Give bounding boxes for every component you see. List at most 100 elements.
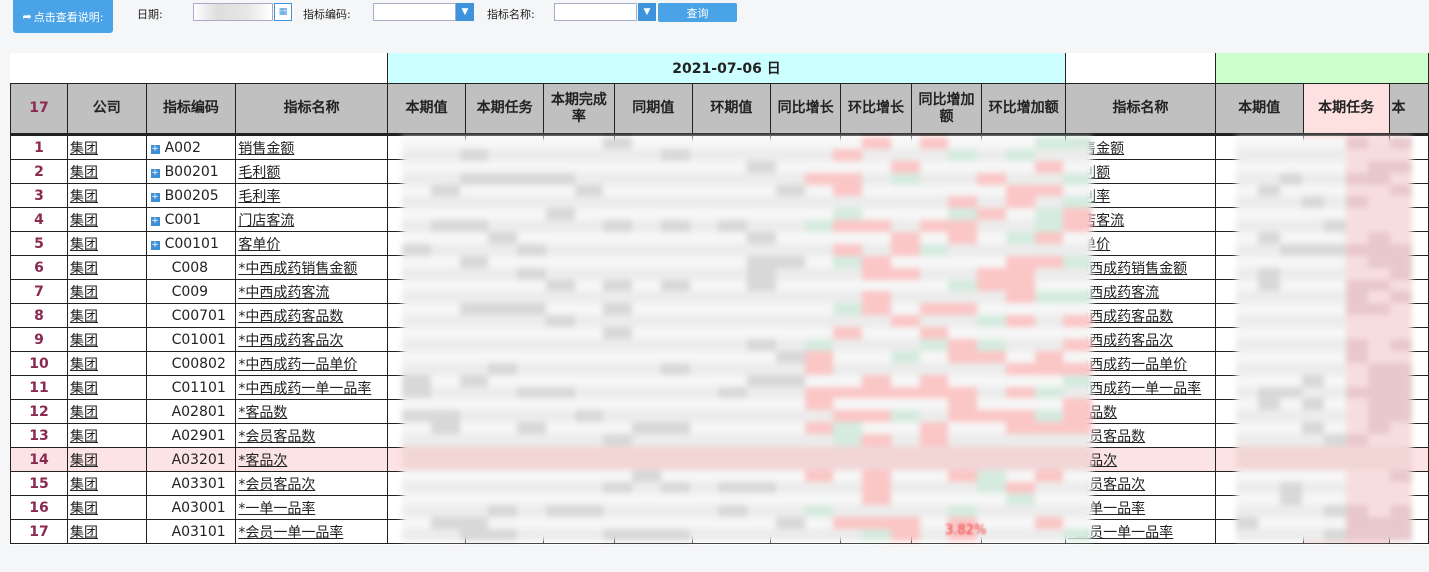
- company-link[interactable]: 集团: [66, 471, 147, 496]
- blur-block: [574, 291, 604, 304]
- column-header[interactable]: 环比增加额: [981, 83, 1067, 136]
- company-link[interactable]: 集团: [66, 183, 147, 208]
- company-link[interactable]: 集团: [66, 495, 147, 520]
- blur-block: [862, 386, 891, 399]
- blur-block: [545, 445, 575, 458]
- code-select[interactable]: [373, 3, 456, 21]
- column-header[interactable]: 环期值: [691, 83, 771, 136]
- blur-block: [1034, 350, 1064, 363]
- company-link[interactable]: 集团: [66, 231, 147, 256]
- blur-block: [1324, 398, 1346, 411]
- expand-icon[interactable]: +: [150, 143, 160, 154]
- name-link[interactable]: *中西成药客品次: [235, 327, 388, 352]
- blur-block: [660, 445, 690, 458]
- column-header[interactable]: 指标名称: [1065, 83, 1216, 136]
- name-link[interactable]: *会员客品次: [235, 471, 388, 496]
- column-header[interactable]: 本期完成率: [543, 83, 615, 136]
- blur-block: [1005, 469, 1035, 482]
- blur-block: [1280, 327, 1302, 339]
- blur-block: [1034, 434, 1064, 446]
- company-link[interactable]: 集团: [66, 375, 147, 400]
- blur-block: [430, 232, 460, 244]
- company-link[interactable]: 集团: [66, 303, 147, 328]
- name-link[interactable]: 毛利率: [235, 183, 388, 208]
- blur-block: [890, 208, 920, 221]
- blur-block: [1063, 232, 1092, 244]
- date-input[interactable]: [193, 3, 273, 21]
- blur-block: [775, 184, 805, 197]
- column-header[interactable]: 同期值: [613, 83, 693, 136]
- name-link[interactable]: *中西成药客品数: [235, 303, 388, 328]
- company-link[interactable]: 集团: [66, 399, 147, 424]
- blur-block: [948, 338, 977, 351]
- help-button[interactable]: ➦ 点击查看说明:: [13, 0, 113, 33]
- name-link[interactable]: 销售金额: [235, 134, 388, 160]
- blur-block: [545, 410, 575, 423]
- expand-icon[interactable]: +: [150, 167, 160, 178]
- name-link[interactable]: *中西成药销售金额: [235, 255, 388, 280]
- name-link[interactable]: *会员客品数: [235, 423, 388, 448]
- blur-block: [804, 208, 834, 221]
- column-header[interactable]: 同比增加额: [910, 83, 983, 136]
- blur-block: [574, 493, 604, 506]
- name-link[interactable]: *中西成药一单一品率: [235, 375, 388, 400]
- blur-block: [488, 196, 517, 209]
- name-link[interactable]: 门店客流: [235, 207, 388, 232]
- column-header[interactable]: 本期任务: [1302, 83, 1390, 136]
- column-header[interactable]: 公司: [66, 83, 147, 136]
- blur-block: [804, 184, 834, 197]
- column-header[interactable]: 本: [1388, 83, 1429, 136]
- expand-icon[interactable]: +: [150, 239, 160, 250]
- company-link[interactable]: 集团: [66, 255, 147, 280]
- blur-block: [1005, 291, 1035, 304]
- column-header[interactable]: 指标名称: [235, 83, 388, 136]
- blur-block: [833, 172, 862, 185]
- blur-block: [948, 291, 977, 304]
- company-link[interactable]: 集团: [66, 447, 147, 472]
- blur-block: [632, 243, 661, 256]
- column-header[interactable]: 同比增长: [769, 83, 842, 136]
- blur-block: [1258, 505, 1280, 518]
- name-link[interactable]: *客品数: [235, 399, 388, 424]
- name-select[interactable]: [554, 3, 637, 21]
- name-link[interactable]: *中西成药客流: [235, 279, 388, 304]
- blur-block: [747, 422, 776, 435]
- name-link[interactable]: 客单价: [235, 231, 388, 256]
- company-link[interactable]: 集团: [66, 159, 147, 184]
- column-header[interactable]: 本期任务: [465, 83, 545, 136]
- expand-icon[interactable]: +: [150, 215, 160, 226]
- company-link[interactable]: 集团: [66, 207, 147, 232]
- blur-block: [775, 434, 805, 446]
- expand-icon[interactable]: +: [150, 191, 160, 202]
- blur-block: [718, 303, 747, 316]
- name-link[interactable]: *会员一单一品率: [235, 519, 388, 544]
- company-link[interactable]: 集团: [66, 279, 147, 304]
- company-link[interactable]: 集团: [66, 327, 147, 352]
- column-header[interactable]: 本期值: [1214, 83, 1304, 136]
- company-link[interactable]: 集团: [66, 351, 147, 376]
- blur-block: [919, 374, 949, 387]
- column-header[interactable]: 环比增长: [840, 83, 912, 136]
- blur-block: [919, 148, 949, 161]
- blur-block: [862, 457, 891, 470]
- company-link[interactable]: 集团: [66, 134, 147, 160]
- name-link[interactable]: *客品次: [235, 447, 388, 472]
- row-number: 11: [10, 375, 68, 400]
- blur-block: [545, 434, 575, 446]
- blur-block: [488, 291, 517, 304]
- company-link[interactable]: 集团: [66, 519, 147, 544]
- chevron-down-icon[interactable]: ▼: [456, 3, 474, 21]
- blur-block: [718, 517, 747, 530]
- blur-block: [660, 505, 690, 518]
- column-header[interactable]: 指标编码: [145, 83, 237, 136]
- name-link[interactable]: 毛利额: [235, 159, 388, 184]
- column-header[interactable]: 本期值: [386, 83, 467, 136]
- blur-block: [1346, 529, 1368, 541]
- chevron-down-icon[interactable]: ▼: [638, 3, 656, 21]
- calendar-icon[interactable]: ▦: [274, 3, 292, 21]
- company-link[interactable]: 集团: [66, 423, 147, 448]
- query-button[interactable]: 查询: [658, 3, 737, 22]
- blur-block: [718, 374, 747, 387]
- name-link[interactable]: *中西成药一品单价: [235, 351, 388, 376]
- name-link[interactable]: *一单一品率: [235, 495, 388, 520]
